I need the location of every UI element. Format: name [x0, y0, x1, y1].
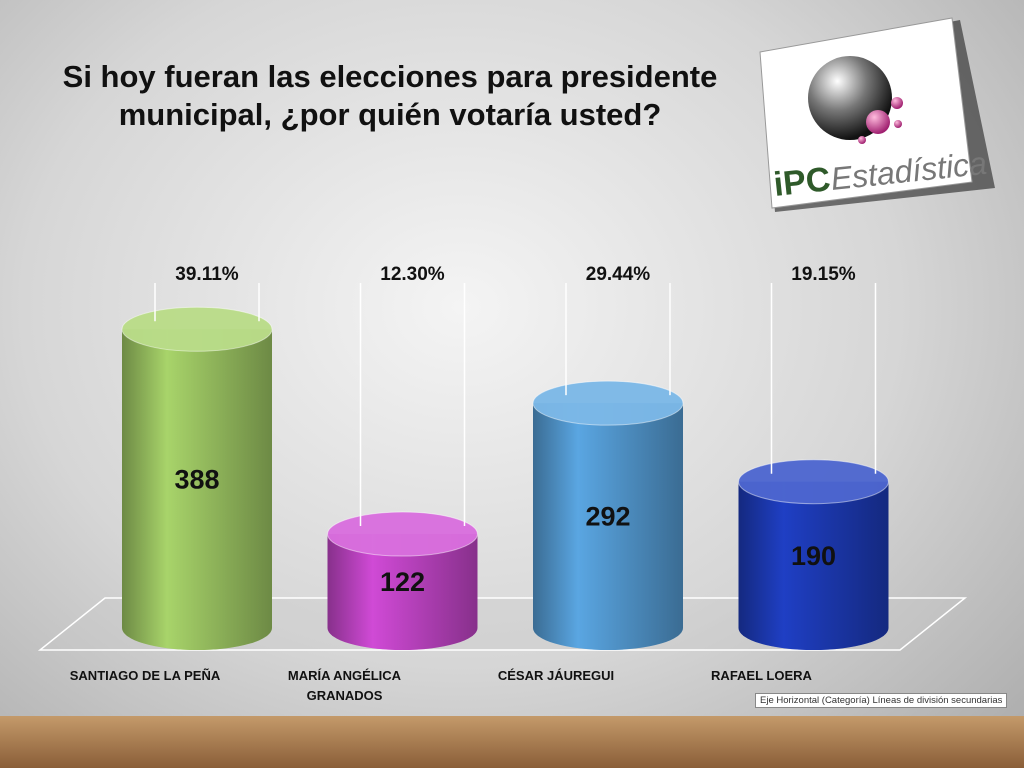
tooltip: Eje Horizontal (Categoría) Líneas de div… [755, 693, 1008, 708]
x-tick-label: MARÍA ANGÉLICA GRANADOS [287, 668, 402, 703]
bar-top [738, 459, 889, 505]
logo-dot [891, 97, 903, 109]
value-label: 190 [791, 541, 836, 571]
bar-top [327, 511, 478, 557]
bar-top-highlight [327, 512, 478, 557]
logo-dot [858, 136, 866, 144]
bar-top-highlight [122, 307, 272, 352]
bar-top [532, 380, 684, 426]
annotation: 39.11% [175, 264, 238, 285]
annotation: 12.30% [380, 264, 445, 285]
x-tick-label: CÉSAR JÁUREGUI [497, 668, 615, 683]
bar-shading [327, 534, 478, 650]
value-label: 388 [174, 465, 219, 495]
logo-prefix: iPC [772, 160, 832, 204]
bar-shading [122, 329, 272, 650]
bar-top [121, 306, 273, 352]
x-tick-label: SANTIAGO DE LA PEÑA [69, 668, 221, 683]
logo: iPC Estadística [759, 17, 995, 212]
annotation: 19.15% [791, 264, 856, 285]
bars: 388 39.11% 122 12.30% 292 29.44% 190 19.15% [121, 264, 889, 650]
bar-top-highlight [738, 459, 889, 504]
logo-dot [866, 110, 890, 134]
chart-title: Si hoy fueran las elecciones para presid… [62, 59, 718, 132]
annotation: 29.44% [586, 264, 651, 285]
bar-shading [738, 481, 889, 650]
wood-floor [0, 716, 1024, 768]
bar-top-highlight [533, 381, 683, 426]
x-tick-label: RAFAEL LOERA [711, 668, 812, 683]
value-label: 292 [585, 502, 630, 532]
logo-dot [894, 120, 902, 128]
bar-shading [533, 403, 683, 650]
value-label: 122 [380, 567, 425, 597]
